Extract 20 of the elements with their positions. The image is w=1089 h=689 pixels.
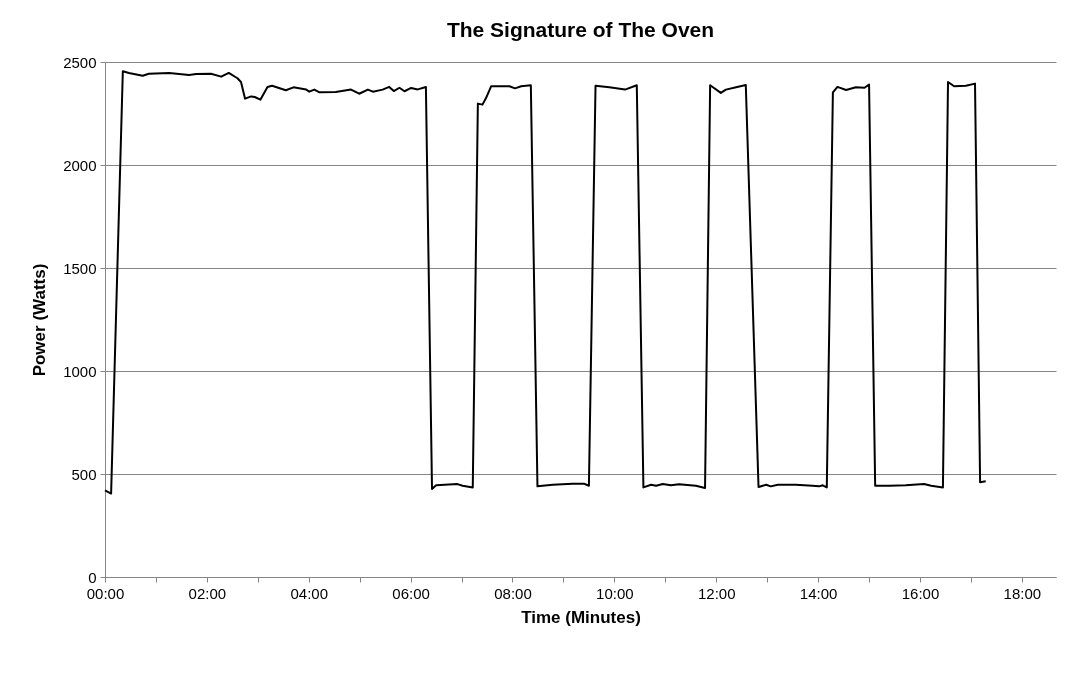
x-tick-label: 12:00 bbox=[697, 584, 736, 602]
y-tick-label: 0 bbox=[88, 568, 97, 586]
y-tick-label: 2500 bbox=[63, 53, 97, 71]
x-tick-label: 08:00 bbox=[494, 584, 532, 602]
x-tick-label: 06:00 bbox=[392, 584, 430, 602]
y-tick-label: 2000 bbox=[63, 156, 97, 174]
x-tick-label: 14:00 bbox=[799, 584, 838, 602]
x-tick-label: 04:00 bbox=[290, 584, 329, 602]
y-axis-title: Power (Watts) bbox=[30, 263, 50, 377]
chart-title: The Signature of The Oven bbox=[446, 18, 715, 41]
x-tick-label: 02:00 bbox=[188, 584, 227, 602]
x-tick-label: 00:00 bbox=[86, 584, 125, 602]
x-axis-title: Time (Minutes) bbox=[521, 607, 641, 627]
y-tick-label: 500 bbox=[71, 465, 97, 483]
x-tick-label: 10:00 bbox=[596, 584, 634, 602]
x-tick-label: 16:00 bbox=[901, 584, 940, 602]
line-series bbox=[104, 70, 987, 495]
y-tick-label: 1500 bbox=[63, 259, 97, 277]
x-tick-label: 18:00 bbox=[1003, 584, 1042, 602]
y-tick-label: 1000 bbox=[63, 362, 97, 380]
